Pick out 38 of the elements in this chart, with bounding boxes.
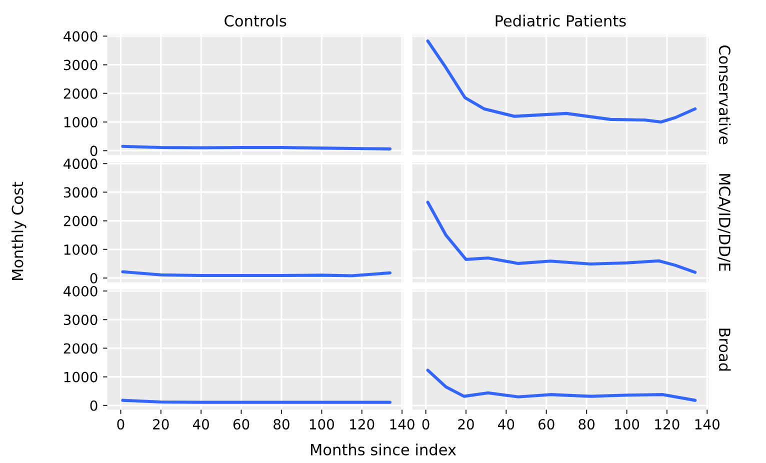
y-tick-label: 1000 [64,372,98,382]
x-tick-label: 60 [538,419,554,430]
y-tick-label: 2000 [64,343,98,354]
y-tick-label: 2000 [64,88,98,99]
y-tick-label: 3000 [64,314,98,326]
x-tick-label: 20 [458,419,474,430]
x-tick-label: 140 [695,419,720,430]
chart-title: Pediatric Patients [496,14,626,27]
y-tick-label: 3000 [64,187,98,198]
y2-axis-title: Conservative [718,45,731,144]
chart-title: Controls [224,14,286,27]
x-tick-label: 80 [578,419,594,430]
x-tick-label: 80 [274,419,290,430]
y-tick-label: 1000 [64,244,98,255]
y-tick-label: 3000 [64,60,98,70]
x-tick-label: 100 [310,419,334,430]
x-tick-label: 40 [192,419,209,430]
y-tick-label: 4000 [64,31,98,42]
x-tick-label: 120 [350,419,374,430]
y-axis-title: Monthly Cost [11,182,26,280]
y2-axis-title: MCA/ID/DD/E [718,174,730,271]
x-axis-title: Months since index [310,444,456,456]
y-tick-label: 0 [90,400,98,411]
x-tick-label: 20 [153,419,169,430]
y-tick-label: 0 [90,273,98,284]
x-tick-label: 140 [390,419,414,430]
x-tick-label: 120 [655,419,680,430]
y-tick-label: 2000 [64,216,98,226]
x-tick-label: 40 [498,419,514,430]
y2-axis-title: Broad [718,328,731,371]
y-tick-label: 1000 [64,116,98,128]
y-tick-label: 4000 [64,158,98,170]
y-tick-label: 0 [90,146,98,156]
x-tick-label: 100 [615,419,640,430]
x-tick-label: 0 [117,419,124,430]
x-tick-label: 60 [233,419,250,430]
y-tick-label: 4000 [64,286,98,296]
x-tick-label: 0 [422,419,430,430]
